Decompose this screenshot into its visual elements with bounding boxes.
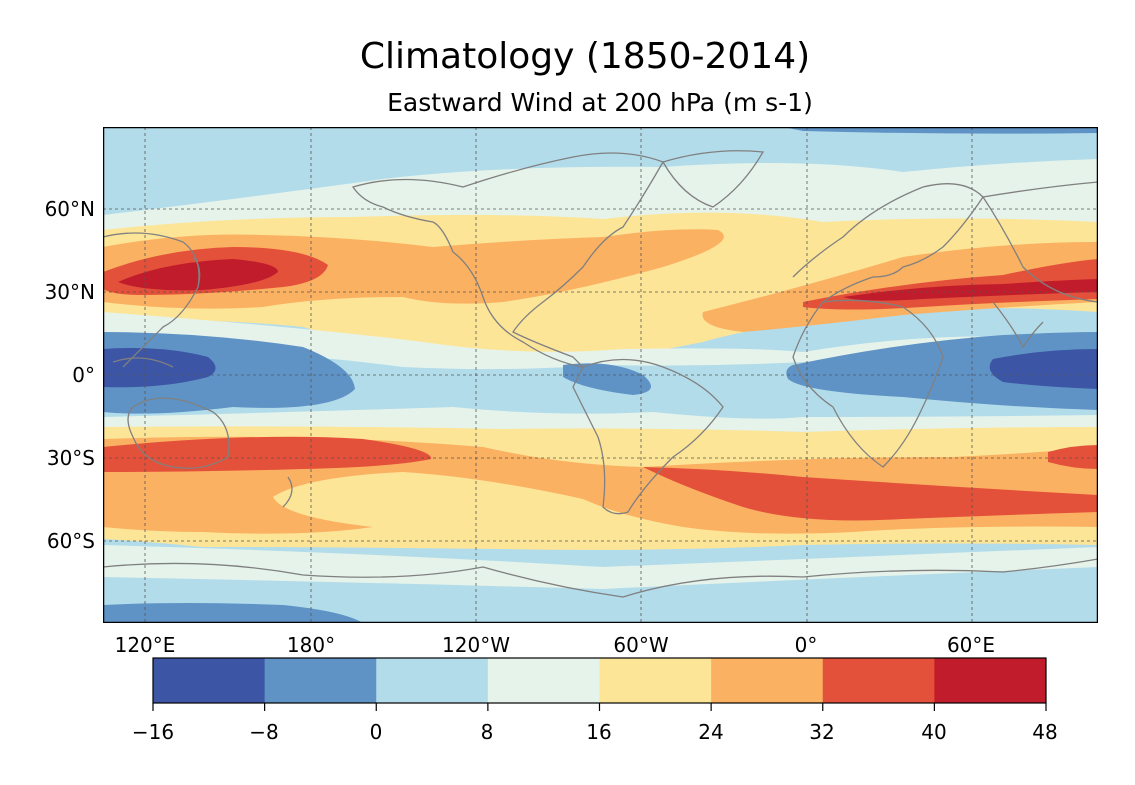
lon-label-120e: 120°E [114,633,176,657]
wind-band-40-48-jet [118,259,278,291]
wind-band-neg8-0-south [103,603,363,623]
colorbar-tick-label: 24 [698,720,724,744]
colorbar-tick-label: 32 [809,720,835,744]
lat-label-60s: 60°S [46,529,95,553]
wind-band-neg16-neg8-indian [989,349,1098,389]
antarctica-outline [103,558,1098,598]
greenland-outline [662,150,765,208]
lat-label-30s: 30°S [46,446,95,470]
colorbar-tick-label: 16 [586,720,612,744]
wind-band-neg8-0-indian [786,332,1098,410]
colorbar-swatch [153,658,266,703]
wind-band-32-40-satl [643,467,1098,521]
colorbar-swatch [711,658,824,703]
lat-label-30n: 30°N [44,280,95,304]
colorbar-swatch [487,658,600,703]
australia-outline [112,357,230,469]
europe-africa-outline [792,183,984,468]
wind-band-neg8-0-amazon [563,363,651,395]
map-panel [103,127,1098,623]
lon-label-120w: 120°W [442,633,510,657]
coastlines [103,150,1098,598]
colorbar-tick-label: −8 [249,720,279,744]
colorbar-swatch [376,658,489,703]
wind-band-40-48-asia [843,279,1098,301]
lon-label-60e: 60°E [946,633,996,657]
colorbar-tick-label: −16 [131,720,175,744]
map-frame [103,127,1098,623]
colorbar [152,657,1047,711]
wind-band-32-40-se [1048,445,1098,469]
lon-label-180: 180° [286,633,336,657]
south-america-outline [572,358,724,515]
colorbar-swatch [264,658,377,703]
india-outline [992,301,1044,349]
lon-label-0: 0° [794,633,818,657]
wind-band-neg8-0-north [783,127,1098,134]
new-zealand-outline [282,476,293,508]
colorbar-swatch [822,658,935,703]
wind-band-8-16-tropic-s [103,407,1098,432]
colorbar-swatch [934,658,1047,703]
lat-label-0: 0° [72,363,95,387]
colorbar-tick-label: 40 [921,720,947,744]
lat-label-60n: 60°N [44,197,95,221]
japan-outline [192,256,201,288]
colorbar-tick-label: 8 [480,720,494,744]
colorbar-swatch [599,658,712,703]
figure-title: Climatology (1850-2014) [359,36,811,77]
wind-band-8-16-south-pole [103,545,1098,589]
north-america-outline [351,152,664,368]
lon-label-60w: 60°W [613,633,669,657]
gridlines [103,127,1098,623]
map-subtitle: Eastward Wind at 200 hPa (m s-1) [387,88,813,117]
colorbar-tick-label: 48 [1032,720,1058,744]
colorbar-tick-label: 0 [369,720,383,744]
wind-band-32-40-sw [103,436,432,472]
